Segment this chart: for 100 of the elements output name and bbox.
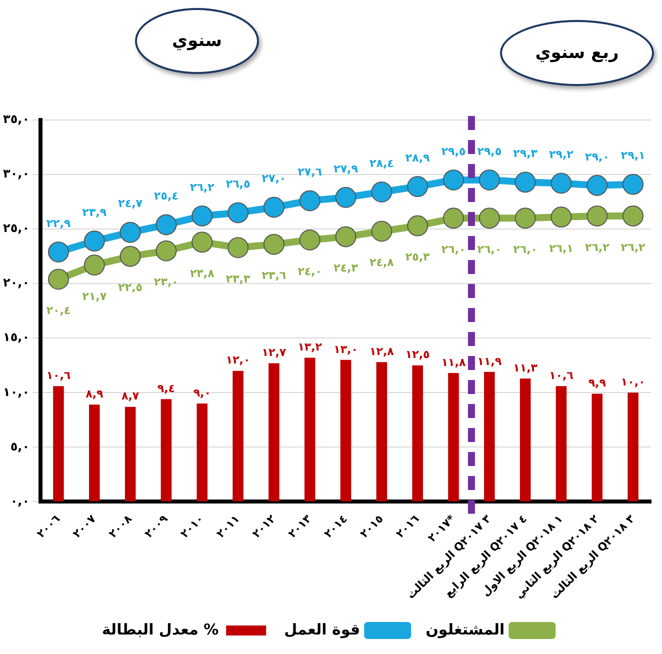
point (371, 181, 392, 202)
y-tick-label: ١٥,٠ (3, 330, 30, 344)
point (586, 174, 608, 196)
point (192, 232, 213, 253)
point (514, 172, 536, 193)
data-label: ٩,٤ (157, 382, 176, 396)
data-label: ٢٣,٨ (190, 267, 215, 280)
data-label: ٢٣,٦ (262, 269, 286, 282)
data-label: ٢٤,٨ (370, 256, 394, 270)
point (263, 196, 284, 218)
point (335, 186, 356, 208)
point (550, 206, 572, 228)
bar (340, 360, 352, 502)
point (478, 169, 500, 190)
x-tick-label: ٢٠١١ (214, 512, 242, 540)
data-label: ٢٩,١ (620, 149, 646, 162)
bar (268, 363, 280, 502)
data-label: ٢٨,٤ (370, 156, 394, 170)
legend-label: معدل البطالة % (102, 620, 219, 638)
data-label: ١٠,٦ (549, 368, 574, 382)
data-label: ٢٧,٠ (262, 172, 286, 186)
data-label: ٢٧,٩ (334, 162, 358, 176)
data-label: ٨,٩ (86, 387, 104, 400)
y-tick-label: ١٠,٠ (3, 384, 30, 399)
bar (448, 373, 459, 502)
data-label: ٢٩,٣ (513, 147, 538, 160)
point (371, 220, 392, 242)
x-tick-label: ٢٠١٥ (358, 512, 386, 540)
y-tick-label: ٠,٠ (10, 494, 30, 508)
point (335, 226, 356, 248)
point (442, 208, 464, 229)
data-label: ٢٩,٥ (477, 144, 502, 158)
x-tick-label: ٢٠١٤ (322, 512, 350, 540)
point (228, 237, 249, 258)
bar (232, 370, 244, 502)
legend-label: قوة العمل (284, 620, 360, 638)
data-label: ١٢,٨ (370, 344, 394, 358)
x-tick-label: ٢٠١٦ (394, 512, 422, 540)
bar (412, 365, 423, 502)
bar (124, 406, 136, 502)
bar (484, 372, 495, 502)
data-label: ٢٦,٠ (477, 243, 502, 256)
data-label: ٩,٩ (588, 376, 606, 390)
point (48, 268, 69, 290)
bar (196, 404, 208, 502)
point (622, 205, 644, 226)
data-label: ٨,٧ (122, 390, 140, 403)
data-label: ١٣,٠ (334, 342, 358, 356)
point (478, 208, 500, 229)
x-tick-label: ٢٠١٠ (178, 512, 206, 540)
x-tick-label: ٢٠٠٧ (70, 512, 99, 540)
point (156, 214, 177, 236)
bar (556, 386, 567, 502)
point (586, 205, 608, 226)
data-label: ١١,٩ (477, 354, 502, 368)
data-label: ٢٠,٤ (46, 304, 71, 318)
data-label: ٢٣,٠ (154, 276, 178, 289)
y-tick-label: ٣٠,٠ (3, 166, 30, 181)
x-tick-label: ٢٠٠٦ (34, 512, 63, 540)
data-label: ٢٢,٩ (46, 216, 71, 230)
speech-bubble: سنوي (135, 8, 259, 74)
point (442, 169, 464, 190)
data-label: ١٢,٧ (262, 346, 286, 360)
point (228, 202, 249, 224)
data-label: ١١,٨ (441, 356, 466, 369)
data-label: ١٠,٠ (620, 376, 646, 388)
y-tick-label: ٢٥,٠ (3, 221, 30, 236)
data-label: ٢٥,٣ (405, 250, 430, 264)
point (550, 172, 572, 194)
legend-label: المشتغلون (426, 620, 505, 638)
bar (304, 358, 316, 502)
data-label: ٢٦,٠ (513, 243, 538, 256)
point (622, 174, 644, 195)
point (192, 205, 213, 226)
point (84, 230, 105, 252)
data-label: ٢٦,٢ (620, 240, 646, 254)
data-label: ٢٣,٣ (226, 272, 250, 286)
x-tick-label: ٢٠١٢ (250, 512, 278, 540)
data-label: ١١,٣ (513, 361, 538, 374)
point (48, 241, 69, 262)
x-tick-label: ٢٠٠٨ (106, 512, 135, 540)
point (514, 208, 536, 229)
data-label: ٢٤,٧ (118, 197, 143, 210)
data-label: ٢٧,٦ (298, 166, 322, 179)
data-label: ١٠,٦ (46, 368, 71, 382)
bar (628, 392, 638, 502)
data-label: ١٣,٢ (298, 340, 322, 354)
data-label: ٢٩,٢ (549, 148, 574, 162)
data-label: ٢٦,٠ (441, 243, 466, 256)
point (263, 234, 284, 255)
y-tick-label: ٥,٠ (10, 439, 30, 454)
x-tick-label: ٢٠٠٩ (142, 512, 171, 540)
data-label: ٢٦,١ (549, 242, 574, 255)
y-tick-label: ٣٥,٠ (3, 112, 30, 126)
data-label: ٢٦,٢ (584, 240, 610, 254)
point (407, 215, 428, 236)
data-label: ٢٤,٠ (298, 264, 322, 278)
point (120, 246, 141, 267)
point (407, 176, 428, 198)
data-label: ٢١,٧ (82, 290, 107, 303)
